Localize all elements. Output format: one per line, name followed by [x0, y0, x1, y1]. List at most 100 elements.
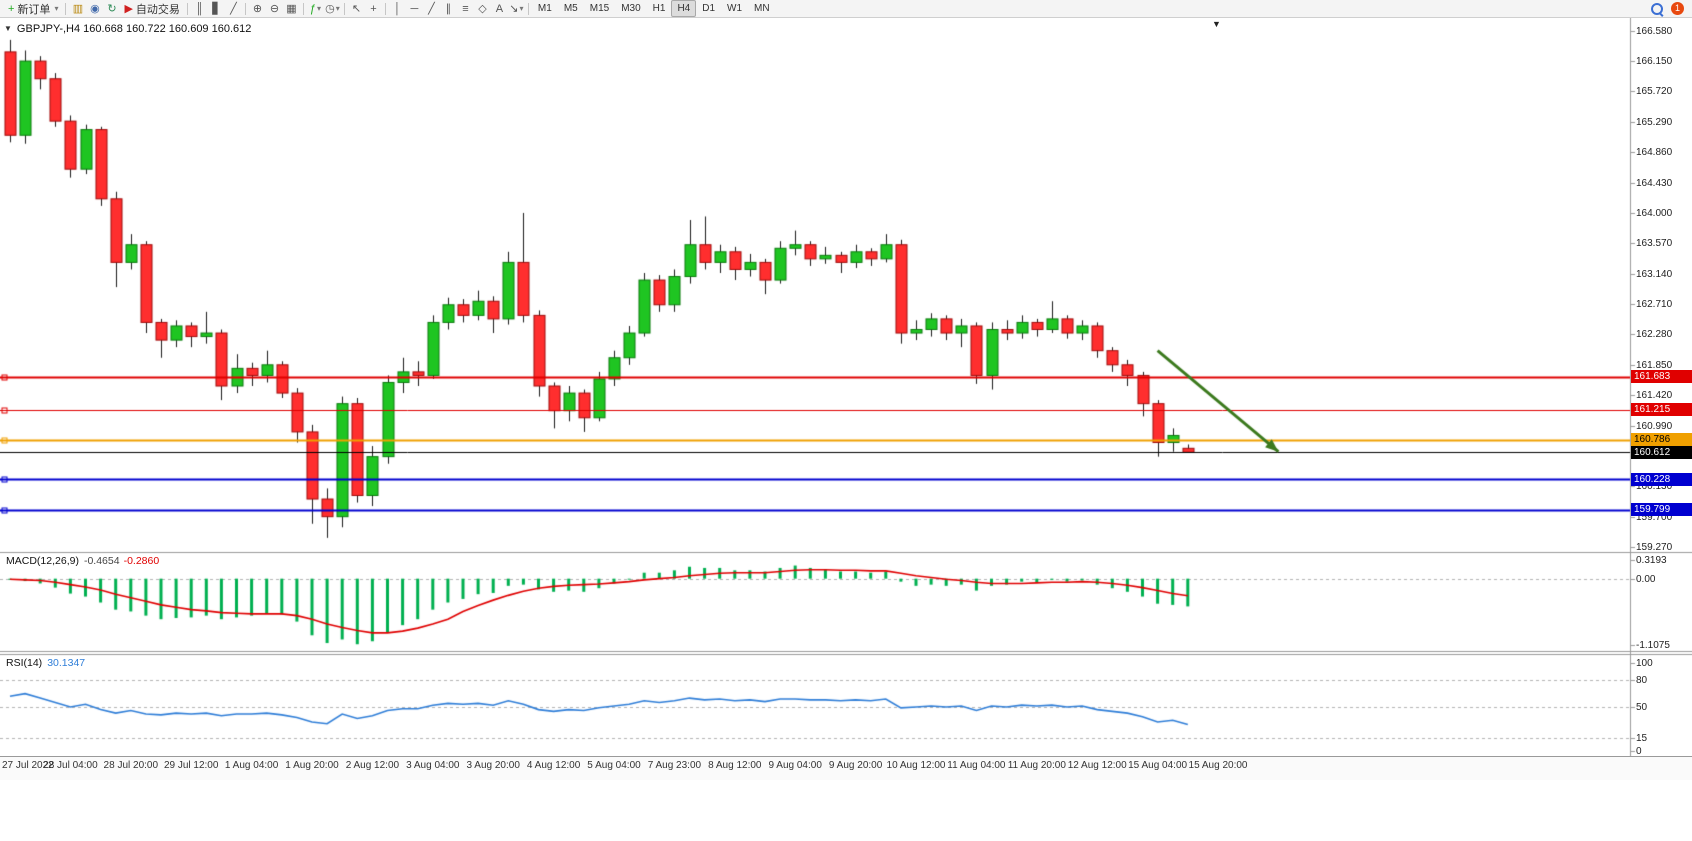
tile-windows-icon: ▦: [286, 2, 297, 15]
timeframe-d1[interactable]: D1: [702, 3, 716, 14]
timeframe-m5[interactable]: M5: [563, 3, 578, 14]
toolbar-separator: [302, 2, 304, 15]
clock-icon: ◷: [325, 2, 335, 15]
channel-icon[interactable]: ∥: [440, 1, 457, 17]
arrows-icon: ↘: [509, 2, 519, 15]
trendline-icon: ╱: [428, 2, 435, 15]
shapes-icon: ◇: [478, 2, 487, 15]
time-axis-label: 29 Jul 12:00: [163, 760, 219, 771]
toolbar-separator: [527, 2, 529, 15]
autotrading-button[interactable]: ▶ 自动交易: [120, 1, 183, 17]
time-axis-label: 11 Aug 04:00: [947, 760, 1006, 771]
rsi-axis-tick: 80: [1636, 675, 1648, 687]
shapes-icon[interactable]: ◇: [474, 1, 491, 17]
fibonacci-icon[interactable]: ≡: [457, 1, 474, 17]
caret-down-icon: ▾: [316, 4, 321, 13]
new-order-button[interactable]: + 新订单 ▾: [4, 1, 62, 17]
chart-shift-marker-icon[interactable]: ▼: [1212, 19, 1221, 29]
trendline-icon[interactable]: ╱: [423, 1, 440, 17]
timeframe-m1[interactable]: M1: [537, 3, 552, 14]
clock-icon[interactable]: ◷ ▾: [324, 1, 341, 17]
indicators-icon[interactable]: ƒ ▾: [307, 1, 324, 17]
caret-down-icon: ▾: [519, 4, 524, 13]
toolbar-separator: [244, 2, 246, 15]
rsi-name: RSI(14): [6, 657, 43, 669]
price-axis-tick: 162.280: [1636, 329, 1673, 341]
zoom-out-icon[interactable]: ⊖: [266, 1, 283, 17]
time-axis-label: 3 Aug 04:00: [406, 760, 460, 771]
cursor-icon[interactable]: ↖: [348, 1, 365, 17]
new-order-icon: +: [8, 2, 15, 15]
price-axis-tick: 164.430: [1636, 177, 1673, 189]
symbol-title-row: ▼ GBPJPY-,H4 160.668 160.722 160.609 160.…: [4, 23, 251, 35]
market-watch-icon: ▥: [72, 2, 84, 15]
cursor-icon: ↖: [351, 2, 362, 15]
collapse-panel-icon[interactable]: ▼: [4, 24, 12, 33]
text-icon[interactable]: A: [491, 1, 508, 17]
indicators-icon: ƒ: [309, 2, 316, 15]
zoom-in-icon: ⊕: [252, 2, 263, 15]
time-axis-label: 1 Aug 20:00: [285, 760, 339, 771]
price-axis-tick: 164.860: [1636, 147, 1673, 159]
macd-axis-tick: 0.3193: [1636, 554, 1667, 566]
notification-badge[interactable]: 1: [1671, 2, 1684, 15]
time-axis-label: 28 Jul 04:00: [43, 760, 98, 771]
history-center-icon[interactable]: ◉: [86, 1, 103, 17]
zoom-in-icon[interactable]: ⊕: [249, 1, 266, 17]
timeframe-m30[interactable]: M30: [621, 3, 641, 14]
tile-windows-icon[interactable]: ▦: [283, 1, 300, 17]
time-axis-label: 15 Aug 20:00: [1188, 760, 1248, 771]
time-axis-label: 11 Aug 20:00: [1007, 760, 1066, 771]
refresh-icon: ↻: [107, 2, 117, 15]
bid-price-tag: 160.612: [1631, 445, 1692, 459]
candlestick-chart-icon[interactable]: ▋: [208, 1, 225, 17]
search-icon[interactable]: [1651, 2, 1663, 15]
toolbar-separator: [384, 2, 386, 15]
timeframe-m15[interactable]: M15: [589, 3, 610, 14]
toolbar-separator: [65, 2, 67, 15]
line-chart-icon: ╱: [230, 2, 237, 15]
price-level-tag: 159.799: [1631, 503, 1692, 517]
text-icon: A: [495, 2, 504, 15]
rsi-label: RSI(14) 30.1347: [6, 657, 85, 669]
refresh-icon[interactable]: ↻: [103, 1, 120, 17]
time-axis-label: 2 Aug 12:00: [345, 760, 400, 771]
toolbar-separator: [343, 2, 345, 15]
time-axis-label: 28 Jul 20:00: [103, 760, 159, 771]
bar-chart-icon[interactable]: ║: [191, 1, 208, 17]
toolbar: + 新订单 ▾ ▥ ◉ ↻ ▶ 自动交易 ║ ▋ ╱ ⊕ ⊖ ▦ ƒ ▾ ◷ ▾ ↖ + │ ─ ╱ ∥ ≡ ◇ A ↘ ▾ M1 M5 M1…: [0, 0, 1692, 18]
history-center-icon: ◉: [90, 2, 100, 15]
arrows-icon[interactable]: ↘ ▾: [508, 1, 525, 17]
line-chart-icon[interactable]: ╱: [225, 1, 242, 17]
time-axis-label: 1 Aug 04:00: [224, 760, 279, 771]
price-level-tag: 161.215: [1631, 403, 1692, 417]
horizontal-line-icon[interactable]: ─: [406, 1, 423, 17]
timeframe-h1[interactable]: H1: [652, 3, 666, 14]
timeframe-h4[interactable]: H4: [671, 0, 697, 17]
time-axis-label: 7 Aug 23:00: [647, 760, 702, 771]
vertical-line-icon: │: [393, 2, 401, 15]
time-axis-label: 9 Aug 04:00: [768, 760, 822, 771]
rsi-axis-tick: 15: [1636, 732, 1648, 744]
price-level-tag: 160.228: [1631, 472, 1692, 486]
bar-chart-icon: ║: [195, 2, 204, 15]
time-axis-label: 9 Aug 20:00: [828, 760, 883, 771]
price-axis-tick: 160.990: [1636, 420, 1673, 432]
market-watch-icon[interactable]: ▥: [69, 1, 86, 17]
price-level-tag: 160.786: [1631, 433, 1692, 447]
time-axis-label: 8 Aug 12:00: [708, 760, 762, 771]
autotrading-icon: ▶: [124, 2, 133, 15]
time-axis[interactable]: [0, 756, 1692, 780]
vertical-line-icon[interactable]: │: [389, 1, 406, 17]
time-axis-label: 4 Aug 12:00: [526, 760, 581, 771]
crosshair-icon: +: [370, 2, 377, 15]
zoom-out-icon: ⊖: [269, 2, 280, 15]
timeframe-w1[interactable]: W1: [727, 3, 743, 14]
channel-icon: ∥: [445, 2, 452, 15]
chart-canvas[interactable]: [0, 18, 1692, 841]
price-axis-tick: 161.850: [1636, 359, 1673, 371]
price-axis-tick: 162.710: [1636, 299, 1673, 311]
crosshair-icon[interactable]: +: [365, 1, 382, 17]
price-axis-tick: 159.700: [1636, 511, 1673, 523]
timeframe-mn[interactable]: MN: [754, 3, 770, 14]
